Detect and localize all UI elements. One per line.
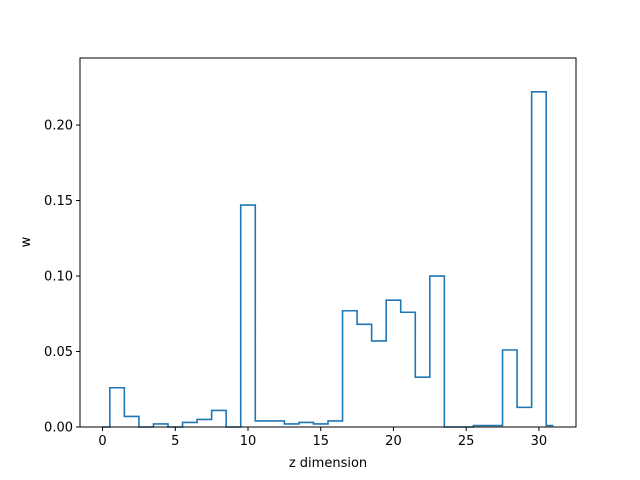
axes-frame [79, 57, 577, 428]
y-tick-label: 0.10 [44, 270, 73, 285]
x-tick-label: 15 [312, 434, 329, 449]
x-axis-ticks: 0 5 10 15 20 25 30 [98, 427, 547, 449]
x-tick-label: 0 [98, 434, 106, 449]
x-tick-label: 20 [385, 434, 402, 449]
plot-area [79, 57, 577, 428]
y-axis-label: w [19, 236, 34, 247]
x-axis-label: z dimension [289, 456, 367, 471]
x-tick-label: 25 [458, 434, 475, 449]
y-tick-label: 0.15 [44, 194, 73, 209]
y-tick-label: 0.05 [44, 345, 73, 360]
x-tick-label: 10 [240, 434, 257, 449]
x-tick-label: 5 [171, 434, 179, 449]
x-tick-label: 30 [531, 434, 548, 449]
y-tick-label: 0.00 [44, 421, 73, 436]
y-tick-label: 0.20 [44, 119, 73, 134]
y-axis-ticks: 0.00 0.05 0.10 0.15 0.20 [44, 119, 80, 436]
